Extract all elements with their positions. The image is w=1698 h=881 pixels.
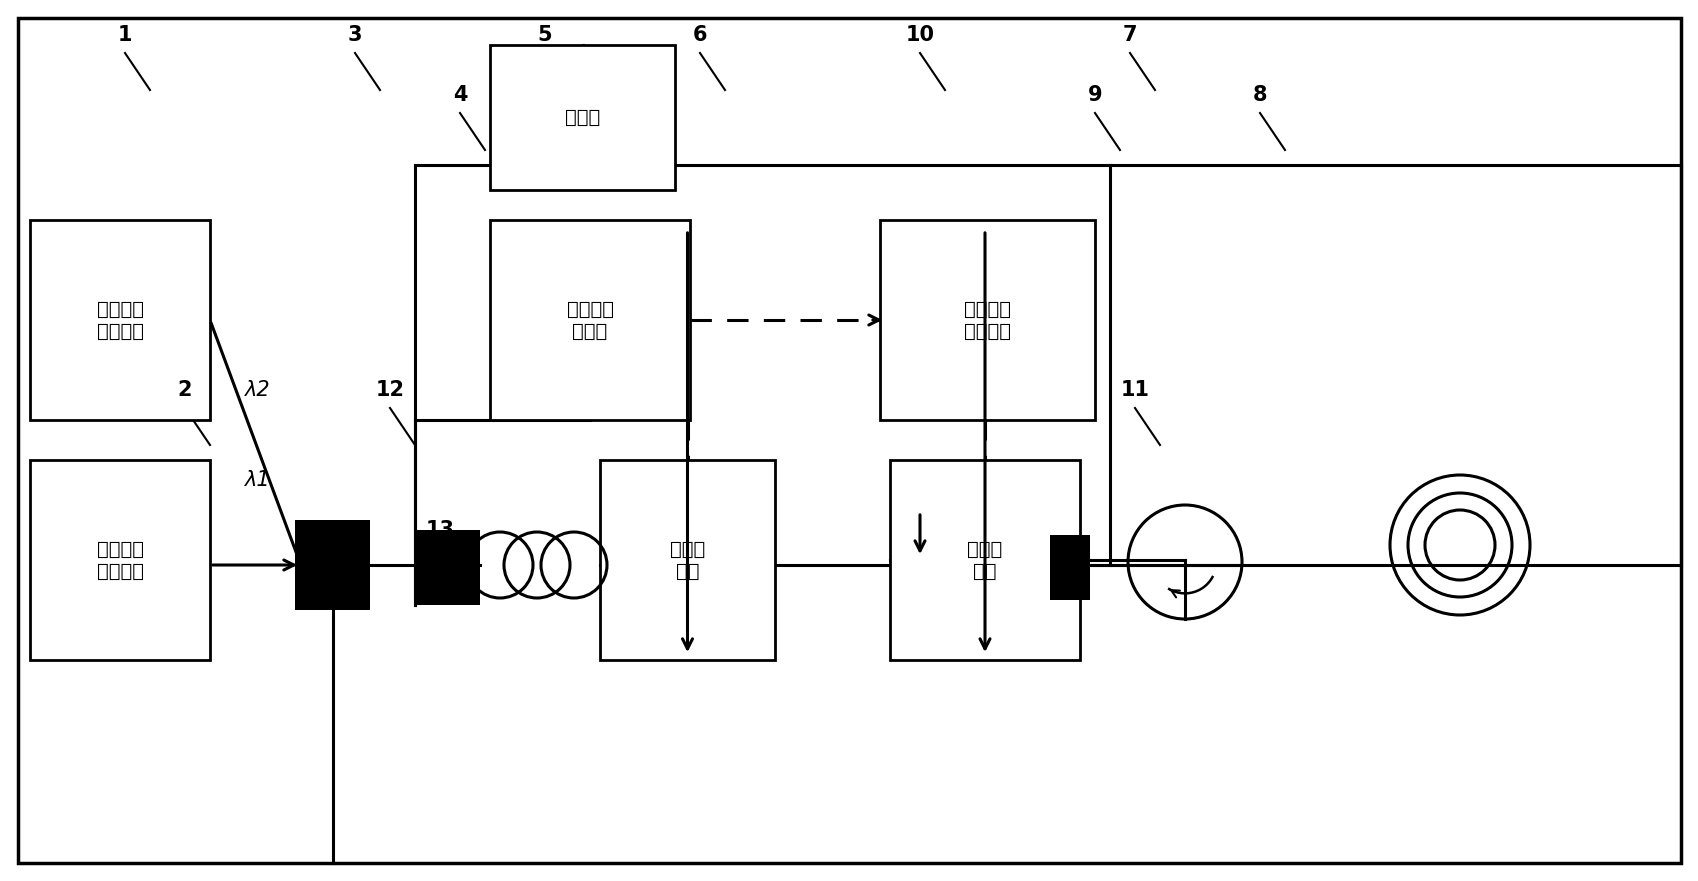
Text: 1: 1: [117, 25, 132, 45]
Text: 11: 11: [1121, 380, 1150, 400]
Text: 12: 12: [375, 380, 404, 400]
Bar: [1049, 535, 1090, 600]
FancyBboxPatch shape: [31, 220, 211, 420]
Bar: [295, 520, 370, 610]
Text: 4: 4: [452, 85, 467, 105]
Text: 9: 9: [1087, 85, 1102, 105]
Text: 第二窄线
宽激光器: 第二窄线 宽激光器: [97, 300, 143, 340]
Text: 2: 2: [178, 380, 192, 400]
FancyBboxPatch shape: [31, 460, 211, 660]
Text: 13: 13: [424, 520, 455, 540]
FancyBboxPatch shape: [489, 220, 689, 420]
Text: 平衡探
测器: 平衡探 测器: [966, 539, 1002, 581]
FancyBboxPatch shape: [489, 45, 674, 190]
Text: λ1: λ1: [245, 470, 270, 490]
Text: 扰偏器: 扰偏器: [564, 108, 599, 127]
Text: 3: 3: [348, 25, 362, 45]
Text: 5: 5: [537, 25, 552, 45]
FancyBboxPatch shape: [890, 460, 1080, 660]
Text: 10: 10: [905, 25, 934, 45]
Text: λ2: λ2: [245, 380, 270, 400]
FancyBboxPatch shape: [880, 220, 1094, 420]
Text: 脉冲信号
发生器: 脉冲信号 发生器: [565, 300, 613, 340]
Text: 数据采集
处理单元: 数据采集 处理单元: [963, 300, 1010, 340]
Text: 电光调
制器: 电光调 制器: [669, 539, 705, 581]
Text: 第一窄线
宽激光器: 第一窄线 宽激光器: [97, 539, 143, 581]
Text: 6: 6: [693, 25, 706, 45]
FancyBboxPatch shape: [599, 460, 774, 660]
Bar: [414, 530, 481, 605]
Text: 7: 7: [1122, 25, 1136, 45]
Text: 8: 8: [1251, 85, 1267, 105]
